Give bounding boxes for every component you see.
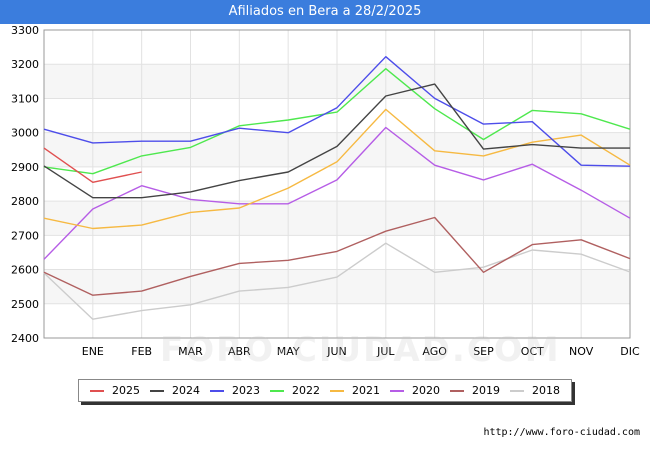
legend-swatch: [210, 389, 224, 392]
legend-swatch: [270, 389, 284, 392]
x-tick-label: NOV: [569, 345, 594, 358]
legend-label: 2018: [532, 384, 560, 397]
y-tick-label: 2600: [11, 264, 39, 277]
chart-title: Afiliados en Bera a 28/2/2025: [0, 0, 650, 24]
legend-item-2022: 2022: [270, 384, 320, 397]
x-tick-label: ENE: [82, 345, 104, 358]
y-tick-label: 3300: [11, 24, 39, 37]
legend-item-2023: 2023: [210, 384, 260, 397]
y-tick-label: 2900: [11, 161, 39, 174]
legend-swatch: [90, 389, 104, 392]
y-tick-label: 3100: [11, 92, 39, 105]
legend-swatch: [150, 389, 164, 392]
x-tick-label: FEB: [131, 345, 152, 358]
series-line-2020: [43, 126, 631, 260]
x-tick-label: SEP: [473, 345, 494, 358]
legend-label: 2021: [352, 384, 380, 397]
plot-border: [43, 29, 631, 339]
series-line-2024: [43, 83, 630, 199]
legend-item-2025: 2025: [90, 384, 140, 397]
x-tick-label: ABR: [228, 345, 251, 358]
legend-label: 2024: [172, 384, 200, 397]
series-line-2025: [43, 147, 142, 184]
x-tick-label: AGO: [422, 345, 447, 358]
x-tick-label: MAR: [178, 345, 203, 358]
series-line-2019: [43, 216, 631, 296]
series-line-2022: [43, 67, 631, 175]
x-tick-label: OCT: [521, 345, 544, 358]
legend-item-2020: 2020: [390, 384, 440, 397]
y-tick-label: 2800: [11, 195, 39, 208]
legend-item-2024: 2024: [150, 384, 200, 397]
legend-label: 2019: [472, 384, 500, 397]
legend-label: 2025: [112, 384, 140, 397]
y-tick-label: 3200: [11, 58, 39, 71]
legend-item-2019: 2019: [450, 384, 500, 397]
y-tick-label: 3000: [11, 127, 39, 140]
y-tick-label: 2500: [11, 298, 39, 311]
source-url: http://www.foro-ciudad.com: [483, 427, 640, 438]
chart-legend: 2025 2024 2023 2022 2021 2020 2019 2018: [78, 379, 572, 402]
series-line-2023: [43, 56, 631, 167]
legend-label: 2023: [232, 384, 260, 397]
series-line-2021: [43, 108, 631, 230]
x-tick-label: DIC: [620, 345, 640, 358]
x-tick-label: JUL: [376, 345, 395, 358]
legend-label: 2022: [292, 384, 320, 397]
legend-item-2021: 2021: [330, 384, 380, 397]
x-tick-label: MAY: [277, 345, 300, 358]
legend-item-2018: 2018: [510, 384, 560, 397]
legend-swatch: [390, 389, 404, 392]
legend-swatch: [510, 389, 524, 392]
y-tick-label: 2400: [11, 332, 39, 345]
y-tick-label: 2700: [11, 229, 39, 242]
x-tick-label: JUN: [326, 345, 347, 358]
series-line-2018: [43, 242, 631, 320]
legend-swatch: [330, 389, 344, 392]
watermark: FORO-CIUDAD.COM: [160, 330, 561, 370]
legend-swatch: [450, 389, 464, 392]
legend-label: 2020: [412, 384, 440, 397]
